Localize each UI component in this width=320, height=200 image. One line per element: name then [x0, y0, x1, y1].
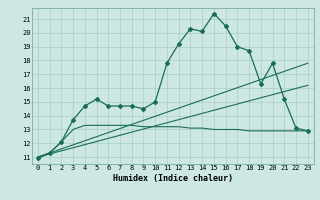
X-axis label: Humidex (Indice chaleur): Humidex (Indice chaleur) [113, 174, 233, 183]
